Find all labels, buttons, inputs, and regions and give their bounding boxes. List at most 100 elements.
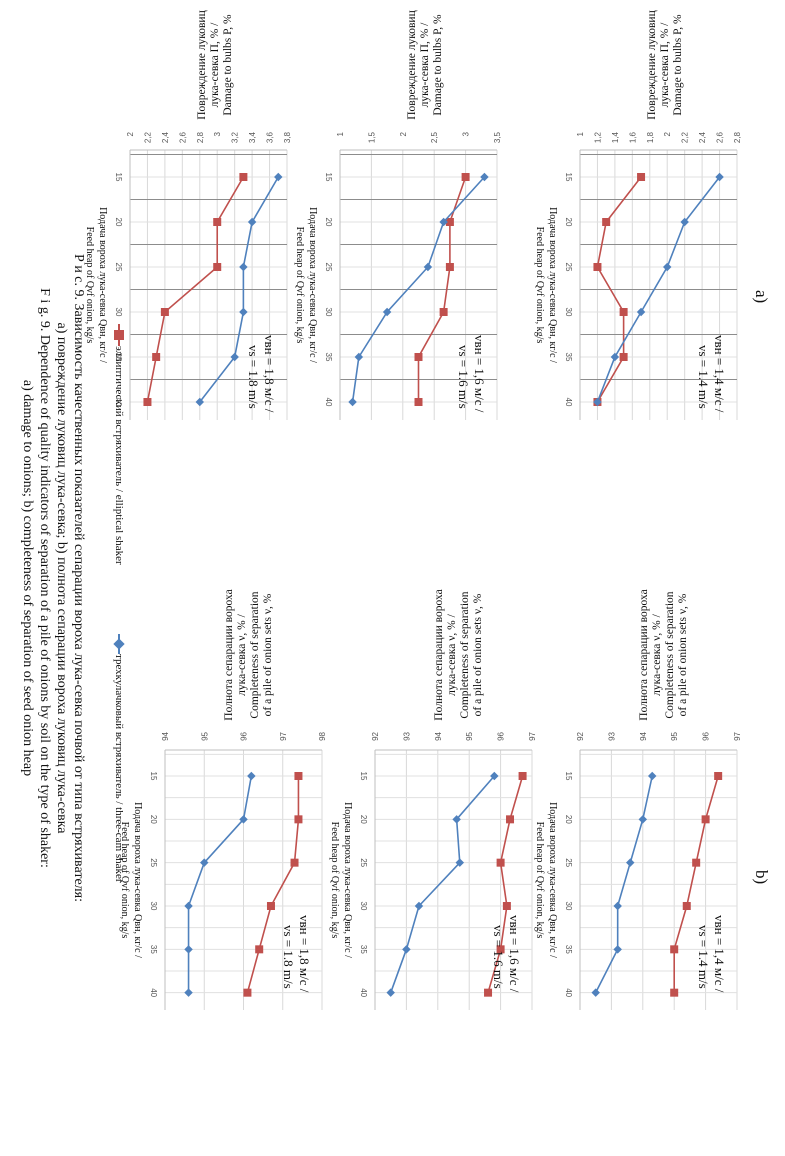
data-point-elliptical — [602, 218, 611, 226]
y-label-en: Damage to bulbs P, % — [432, 14, 444, 116]
y-tick-label: 94 — [434, 731, 443, 740]
series-line-three-cam — [187, 775, 253, 993]
speed-annotation-line2: vs = 1.6 m/s — [456, 345, 471, 409]
legend-elliptical: эллиптический встряхиватель / elliptical… — [113, 330, 125, 565]
data-point-three-cam — [423, 262, 433, 272]
data-point-elliptical — [714, 772, 723, 780]
speed-annotation-line1: vвн = 1,6 м/с / — [472, 335, 487, 413]
data-point-elliptical — [619, 353, 628, 361]
chart-b2: Полнота сепарации вороха лука-севка ν, %… — [329, 580, 540, 1156]
data-point-three-cam — [591, 988, 600, 997]
data-point-elliptical — [160, 308, 169, 316]
data-point-elliptical — [213, 218, 222, 226]
y-tick-label: 1,5 — [367, 131, 376, 143]
series-line-three-cam — [596, 176, 721, 403]
data-point-three-cam — [610, 352, 620, 362]
x-tick-label: 20 — [564, 815, 573, 824]
x-axis-label-en: Feed heap of Qvf onion, kg/s — [534, 227, 545, 344]
x-tick-label: 25 — [324, 263, 333, 272]
y-label-en: Damage to bulbs P, % — [672, 14, 684, 116]
panel-label-a: a) — [752, 290, 771, 304]
y-tick-label: 1,4 — [611, 131, 620, 143]
x-axis-label-en: Feed heap of Qvf onion, kg/s — [84, 227, 95, 344]
speed-annotation-line1: vвн = 1,8 м/с / — [262, 335, 277, 413]
y-tick-label: 3 — [213, 131, 222, 136]
y-label-ru1: Повреждение луковиц — [196, 10, 208, 120]
data-point-three-cam — [382, 307, 392, 317]
x-tick-label: 30 — [564, 308, 573, 317]
caption-line-4: a) damage to onions; b) completeness of … — [20, 379, 35, 777]
speed-annotation-line1: vвн = 1,4 м/с / — [712, 915, 727, 993]
y-label-en2: of a pile of onion sets ν, % — [262, 593, 274, 717]
x-axis-label-en: Feed heap of Qvf onion, kg/s — [294, 227, 305, 344]
data-point-elliptical — [445, 263, 454, 271]
y-tick-label: 3,5 — [493, 131, 502, 143]
chart-b1: Полнота сепарации вороха лука-севка ν, %… — [534, 580, 745, 1156]
data-point-elliptical — [506, 815, 515, 824]
speed-annotation-line2: vs = 1.8 m/s — [246, 345, 261, 409]
series-line-three-cam — [351, 176, 486, 403]
data-point-elliptical — [637, 173, 646, 181]
data-point-elliptical — [213, 263, 222, 271]
x-tick-label: 20 — [359, 815, 368, 824]
x-tick-label: 25 — [149, 858, 158, 867]
y-tick-label: 97 — [279, 731, 288, 740]
speed-annotation-line2: vs = 1.4 m/s — [696, 345, 711, 409]
y-tick-label: 94 — [639, 731, 648, 740]
data-point-elliptical — [152, 353, 161, 361]
data-point-three-cam — [455, 858, 465, 867]
x-tick-label: 35 — [564, 945, 573, 954]
x-tick-label: 30 — [114, 308, 123, 317]
speed-annotation-line2: vs = 1.8 m/s — [281, 925, 296, 989]
y-label-en1: Completeness of separation — [664, 591, 676, 719]
data-point-three-cam — [402, 945, 411, 954]
y-tick-label: 2 — [663, 131, 672, 136]
y-tick-label: 96 — [497, 731, 506, 740]
y-tick-label: 95 — [670, 731, 679, 740]
y-axis-label-b2: Полнота сепарации вороха лука-севка ν, %… — [433, 580, 485, 730]
x-tick-label: 40 — [149, 988, 158, 997]
data-point-elliptical — [496, 858, 505, 867]
y-label-ru1: Повреждение луковиц — [406, 10, 418, 120]
x-tick-label: 15 — [564, 173, 573, 182]
y-tick-label: 93 — [607, 731, 616, 740]
caption-line-2: а) повреждение луковиц лука-севка; b) по… — [54, 322, 69, 834]
data-point-elliptical — [682, 902, 691, 910]
series-line-three-cam — [389, 775, 495, 993]
x-tick-label: 35 — [114, 353, 123, 362]
legend-elliptical-label: эллиптический встряхиватель / elliptical… — [113, 346, 125, 565]
data-point-elliptical — [414, 353, 423, 361]
y-label-ru2: лука-севка П, % / — [419, 22, 431, 108]
data-point-elliptical — [692, 858, 701, 867]
data-point-three-cam — [662, 262, 672, 272]
x-axis-label-ru: Подача вороха лука-севка Qвн, кг/с / — [307, 207, 318, 363]
y-label-en2: of a pile of onion sets ν, % — [472, 593, 484, 717]
x-tick-label: 15 — [564, 772, 573, 781]
x-tick-label: 20 — [114, 218, 123, 227]
x-tick-label: 25 — [114, 263, 123, 272]
x-tick-label: 20 — [324, 218, 333, 227]
series-line-elliptical — [487, 775, 524, 993]
y-tick-label: 97 — [733, 731, 742, 740]
y-tick-label: 2 — [399, 131, 408, 136]
y-tick-label: 2 — [126, 131, 135, 136]
x-axis-label-ru: Подача вороха лука-севка Qвн, кг/с / — [97, 207, 108, 363]
series-line-elliptical — [246, 776, 300, 993]
chart-b1-svg: 92 93 94 95 96 97 15 20 25 30 35 40 Подача вороха лу… — [534, 731, 742, 1010]
x-axis-label-ru: Подача вороха лука-севка Qвн, кг/с / — [547, 802, 558, 958]
caption-line-1: Р и с. 9. Зависимость качественных показ… — [71, 254, 86, 902]
y-tick-label: 92 — [371, 731, 380, 740]
y-tick-label: 2,2 — [681, 131, 690, 143]
y-axis-label-a1: Повреждение луковиц лука-севка П, % / Da… — [646, 0, 685, 130]
x-tick-label: 35 — [564, 353, 573, 362]
data-point-elliptical — [294, 772, 303, 780]
y-tick-label: 1,2 — [593, 131, 602, 143]
data-point-three-cam — [274, 172, 283, 182]
x-axis-label-en: Feed heap of Qvf onion, kg/s — [329, 822, 340, 939]
y-label-en: Damage to bulbs P, % — [222, 14, 234, 116]
speed-annotation-line2: vs = 1.6 m/s — [491, 925, 506, 989]
x-tick-label: 15 — [149, 772, 158, 781]
data-point-elliptical — [294, 815, 303, 824]
y-tick-label: 95 — [465, 731, 474, 740]
